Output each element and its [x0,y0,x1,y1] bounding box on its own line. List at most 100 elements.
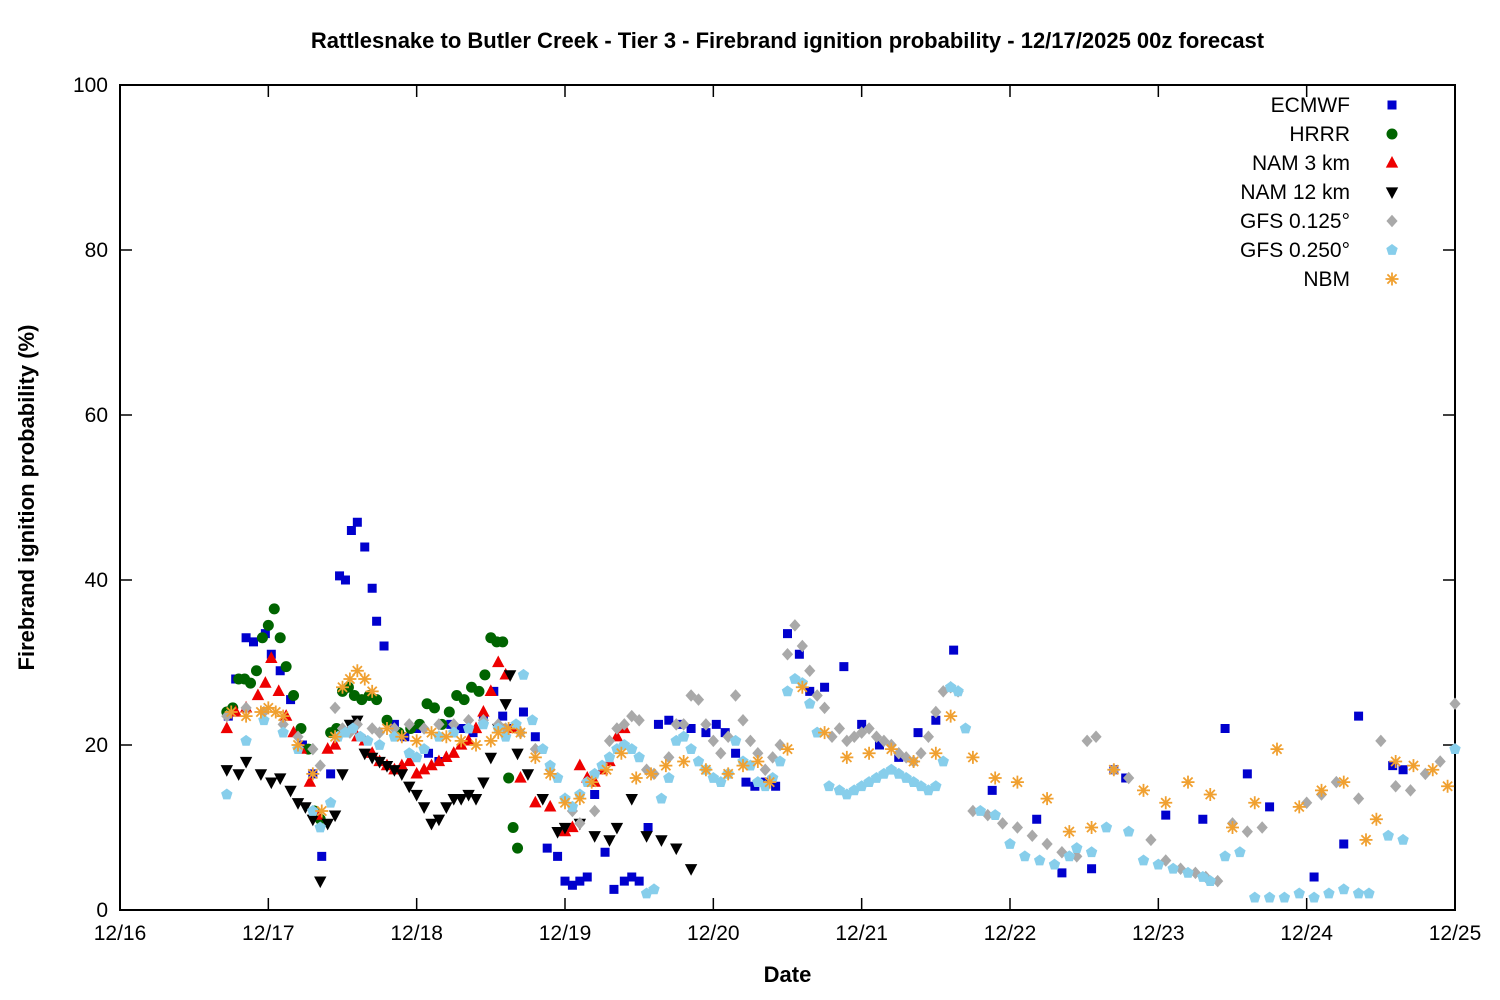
nam-12-km-point [265,777,278,790]
nbm-point [1137,783,1150,797]
nbm-point [1181,775,1195,789]
ecmwf-point [741,777,751,787]
gfs-0-250-point [930,780,942,792]
nbm-point [543,767,557,781]
nbm-point [343,672,357,686]
nam-12-km-point [336,769,349,781]
gfs-0-250-point [1263,891,1276,903]
y-tick-label: 40 [85,569,108,592]
ecmwf-point [346,526,356,535]
nbm-point [1441,779,1455,793]
hrrr-point [443,706,455,718]
ecmwf-point [275,666,285,676]
ecmwf-point [1198,814,1208,824]
nbm-point [884,742,898,756]
gfs-0-250-point [811,726,823,738]
nam-3-km-point [514,771,527,783]
gfs-0-125-point [811,689,823,702]
ecmwf-point [643,823,653,832]
gfs-0-250-point [477,718,490,730]
gfs-0-250-point [462,722,475,734]
legend-marker-nam-3-km [1385,156,1399,168]
gfs-0-250-point [1100,821,1113,833]
legend: ECMWF HRRR NAM 3 km NAM 12 km GFS 0.125° GFS … [1240,94,1399,291]
gfs-0-125-point [737,714,749,727]
nam-12-km-point [365,752,379,765]
gfs-0-125-point [833,722,846,735]
gfs-0-125-point [1241,825,1253,838]
nbm-point [659,759,673,773]
ecmwf-point [575,876,585,886]
gfs-0-125-point [700,718,712,731]
gfs-0-250-point [362,734,374,746]
gfs-0-125-point [841,734,853,748]
gfs-0-125-point [1145,833,1157,847]
nam-12-km-point [558,822,572,835]
nbm-point [502,722,516,735]
ecmwf-point [317,851,327,861]
nbm-point [988,771,1002,785]
x-tick-label: 12/18 [390,922,443,945]
gfs-0-125-point [670,718,682,731]
gfs-0-125-point [633,714,645,727]
ecmwf-point [241,633,251,643]
y-tick-label: 20 [85,734,108,757]
gfs-0-125-point [1330,775,1342,789]
nbm-point [573,792,587,806]
ecmwf-point [619,876,629,886]
gfs-0-125-point [922,730,935,743]
nbm-point [365,684,379,698]
nam-3-km-point [543,799,557,812]
hrrr-point [274,632,286,644]
nam-12-km-point [670,843,683,856]
gfs-0-125-point [462,714,475,727]
gfs-0-250-point [1063,850,1076,862]
nam-3-km-point [425,758,438,771]
ecmwf-point [1354,711,1364,721]
ecmwf-point [590,790,600,799]
nbm-point [1226,821,1239,834]
ecmwf-point [530,732,540,742]
gfs-0-125-point [826,730,838,743]
nam-3-km-point [410,766,423,779]
hrrr-point [262,619,274,631]
ecmwf-point [783,629,792,639]
gfs-0-250-point [526,714,539,726]
gfs-0-125-point [1449,697,1461,710]
nbm-point [944,709,958,723]
ecmwf-point [1265,802,1275,812]
nbm-point [795,680,809,694]
ecmwf-point [653,719,663,729]
nbm-point [1062,825,1076,839]
hrrr-point [250,665,262,677]
nbm-point [410,734,424,748]
gfs-0-250-point [537,743,549,754]
plot-border [119,84,1456,911]
nam-12-km-point [299,802,312,814]
gfs-0-125-point [678,718,690,731]
nbm-point [454,734,468,748]
gfs-0-250-point [692,755,705,767]
y-axis-title: Firebrand ignition probability (%) [14,324,39,671]
nbm-point [1010,775,1024,789]
nbm-point [558,796,572,810]
gfs-0-250-point [677,730,690,742]
gfs-0-250-point [1352,887,1365,899]
nam-3-km-point [440,750,453,762]
gfs-0-250-point [1122,825,1135,837]
ecmwf-point [949,645,959,655]
nbm-point [736,759,750,773]
nam-12-km-point [410,789,423,802]
nbm-point [677,755,691,768]
nam-3-km-point [492,655,505,668]
gfs-0-250-point [1219,850,1231,862]
nam-12-km-point [521,769,535,781]
gfs-0-125-point [685,689,697,702]
ecmwf-point [456,724,466,733]
nbm-point [763,775,777,789]
gfs-0-125-point [529,742,541,756]
gfs-0-125-point [1404,784,1417,797]
hrrr-point [512,842,524,854]
